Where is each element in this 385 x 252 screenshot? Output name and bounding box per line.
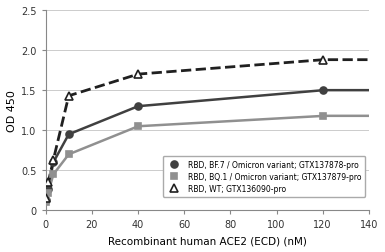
RBD, WT; GTX136090-pro [51,159,56,162]
Legend: RBD, BF.7 / Omicron variant; GTX137878-pro, RBD, BQ.1 / Omicron variant; GTX1378: RBD, BF.7 / Omicron variant; GTX137878-p… [162,156,365,197]
RBD, WT; GTX136090-pro [67,95,71,98]
RBD, BQ.1 / Omicron variant; GTX137879-pro [44,201,49,204]
RBD, BQ.1 / Omicron variant; GTX137879-pro [51,173,56,176]
RBD, WT; GTX136090-pro [136,73,140,76]
Y-axis label: OD 450: OD 450 [7,90,17,132]
RBD, WT; GTX136090-pro [46,181,50,184]
RBD, BF.7 / Omicron variant; GTX137878-pro [51,161,56,164]
RBD, BF.7 / Omicron variant; GTX137878-pro [46,187,50,191]
RBD, BQ.1 / Omicron variant; GTX137879-pro [46,192,50,195]
RBD, BF.7 / Omicron variant; GTX137878-pro [320,89,325,92]
Line: RBD, BQ.1 / Omicron variant; GTX137879-pro: RBD, BQ.1 / Omicron variant; GTX137879-p… [43,113,326,206]
RBD, WT; GTX136090-pro [320,59,325,62]
Line: RBD, WT; GTX136090-pro: RBD, WT; GTX136090-pro [42,56,327,203]
RBD, WT; GTX136090-pro [44,197,49,200]
RBD, BQ.1 / Omicron variant; GTX137879-pro [320,115,325,118]
RBD, BF.7 / Omicron variant; GTX137878-pro [67,133,71,136]
RBD, BQ.1 / Omicron variant; GTX137879-pro [136,125,140,128]
RBD, BF.7 / Omicron variant; GTX137878-pro [136,105,140,108]
Line: RBD, BF.7 / Omicron variant; GTX137878-pro: RBD, BF.7 / Omicron variant; GTX137878-p… [43,87,326,204]
X-axis label: Recombinant human ACE2 (ECD) (nM): Recombinant human ACE2 (ECD) (nM) [108,235,307,245]
RBD, BF.7 / Omicron variant; GTX137878-pro [44,199,49,202]
RBD, BQ.1 / Omicron variant; GTX137879-pro [67,153,71,156]
